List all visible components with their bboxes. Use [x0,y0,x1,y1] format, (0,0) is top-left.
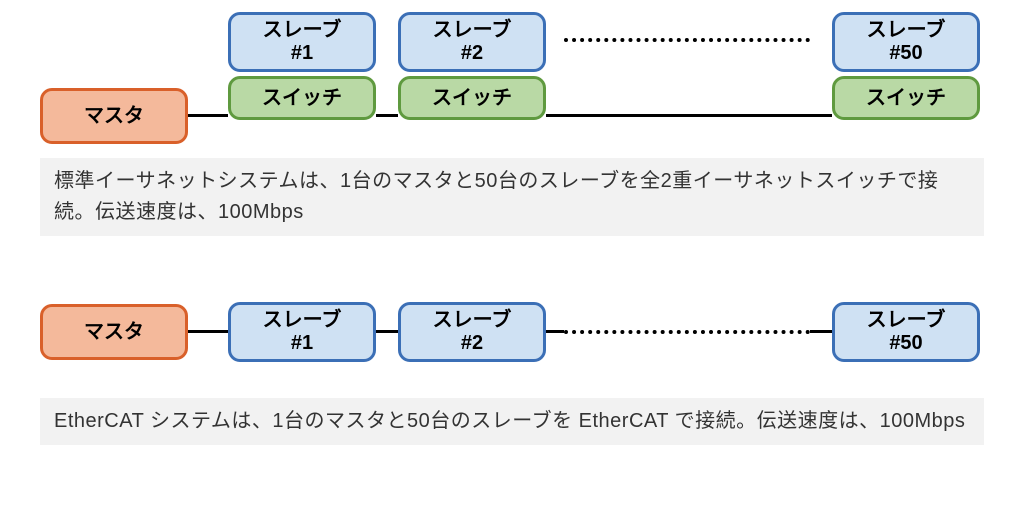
d2-conn-in-s50 [810,330,832,333]
d1-slave-1: スレーブ #1 [228,12,376,72]
d2-ellipsis [564,330,810,334]
d2-slave-50: スレーブ #50 [832,302,980,362]
d1-slave-50: スレーブ #50 [832,12,980,72]
d2-conn-master-s1 [188,330,228,333]
d1-switch-1: スイッチ [228,76,376,120]
d2-slave-1: スレーブ #1 [228,302,376,362]
d1-conn-sw2-dots [546,114,832,117]
d1-caption: 標準イーサネットシステムは、1台のマスタと50台のスレーブを全2重イーサネットス… [40,158,984,236]
d1-switch-50: スイッチ [832,76,980,120]
d2-conn-s2-out [546,330,564,333]
d2-caption: EtherCAT システムは、1台のマスタと50台のスレーブを EtherCAT… [40,398,984,445]
d1-switch-2: スイッチ [398,76,546,120]
d2-master: マスタ [40,304,188,360]
d1-conn-sw1-sw2 [376,114,398,117]
d2-conn-s1-s2 [376,330,398,333]
d1-ellipsis [564,38,810,42]
d1-master: マスタ [40,88,188,144]
d1-conn-master-sw1 [188,114,228,117]
d1-slave-2: スレーブ #2 [398,12,546,72]
d2-slave-2: スレーブ #2 [398,302,546,362]
